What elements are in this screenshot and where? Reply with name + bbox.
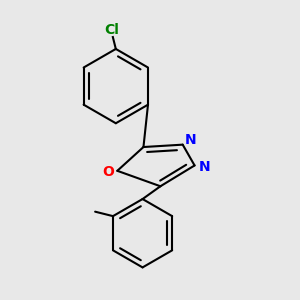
Text: N: N: [184, 133, 196, 147]
Text: N: N: [198, 160, 210, 174]
Text: Cl: Cl: [104, 22, 119, 37]
Text: O: O: [103, 165, 114, 179]
